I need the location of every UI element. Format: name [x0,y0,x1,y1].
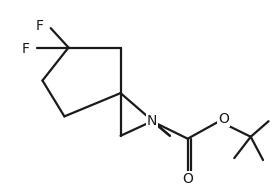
Text: O: O [218,112,229,126]
Text: N: N [147,114,157,128]
Text: F: F [22,42,30,56]
Text: F: F [36,19,44,33]
Text: O: O [182,172,193,186]
